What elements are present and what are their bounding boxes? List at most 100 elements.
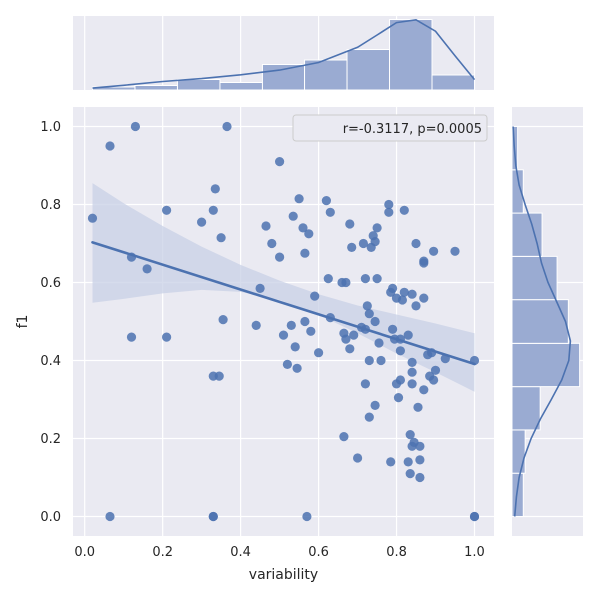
top-hist-bar — [304, 59, 348, 91]
scatter-point — [275, 252, 285, 262]
scatter-point — [376, 355, 386, 366]
main-plot-panel: 0.0 0.2 0.4 0.6 0.8 1.0 0.0 0.2 0.4 0.6 0.8 1.0 va… — [15, 107, 494, 583]
scatter-point — [397, 295, 407, 305]
scatter-point — [370, 237, 380, 247]
scatter-point — [415, 472, 425, 483]
scatter-point — [362, 301, 372, 311]
scatter-point — [278, 330, 289, 340]
scatter-point — [386, 457, 396, 467]
scatter-point — [349, 330, 359, 340]
x-tick-label: 0.2 — [152, 545, 173, 560]
scatter-point — [218, 315, 228, 325]
y-tick-label: 0.6 — [40, 276, 61, 291]
top-hist-bar — [219, 82, 263, 91]
scatter-point — [321, 196, 331, 206]
legend-box — [292, 114, 488, 142]
scatter-point — [222, 121, 232, 132]
scatter-point — [407, 357, 417, 367]
scatter-point — [323, 274, 333, 284]
scatter-point — [339, 432, 349, 442]
x-tick-label: 0.0 — [74, 545, 95, 560]
scatter-point — [370, 400, 380, 410]
x-tick-label: 0.4 — [230, 545, 251, 560]
scatter-point — [407, 379, 417, 389]
top-marginal-kde — [92, 18, 476, 89]
scatter-point — [267, 238, 277, 249]
scatter-point — [405, 469, 415, 479]
scatter-point — [430, 365, 441, 375]
top-hist-bar — [176, 79, 221, 91]
scatter-point — [395, 346, 405, 356]
right-hist-bar — [511, 212, 543, 257]
scatter-point — [214, 371, 224, 381]
regression-line — [91, 241, 476, 366]
right-hist-bar — [511, 472, 524, 517]
scatter-point — [415, 455, 425, 465]
scatter-point — [407, 289, 417, 299]
top-hist-bar — [431, 74, 476, 91]
scatter-point — [282, 359, 292, 369]
scatter-point — [372, 274, 382, 284]
scatter-point — [370, 316, 380, 327]
scatter-point — [275, 157, 285, 167]
scatter-point — [341, 277, 351, 288]
right-hist-bar — [511, 386, 541, 431]
right-marginal-panel — [511, 107, 583, 536]
scatter-point — [427, 348, 437, 358]
scatter-point — [358, 238, 368, 249]
legend-text: r=-0.3117, p=0.0005 — [343, 122, 482, 137]
scatter-point — [162, 332, 172, 342]
top-marginal-panel — [73, 16, 494, 91]
main-plot-background — [73, 107, 494, 536]
right-hist-bar — [511, 255, 558, 301]
scatter-point — [399, 287, 409, 297]
x-tick-labels: 0.0 0.2 0.4 0.6 0.8 1.0 — [74, 545, 485, 560]
scatter-point — [345, 344, 355, 354]
right-hist-bar — [511, 342, 581, 388]
scatter-point — [105, 141, 115, 151]
scatter-point — [440, 354, 450, 364]
right-marginal-kde — [512, 126, 572, 517]
scatter-point — [347, 242, 357, 252]
scatter-point — [384, 199, 394, 210]
scatter-point — [314, 348, 324, 358]
top-kde-curve — [92, 18, 476, 89]
y-tick-label: 0.2 — [40, 432, 61, 447]
scatter-point — [419, 293, 429, 303]
scatter-point — [374, 338, 384, 348]
right-hist-bar — [511, 429, 526, 474]
scatter-point — [405, 430, 415, 440]
regression-line-layer — [91, 241, 476, 366]
x-axis-label: variability — [249, 567, 318, 583]
scatter-point — [419, 256, 429, 266]
scatter-point — [286, 320, 296, 330]
scatter-point — [403, 457, 413, 467]
scatter-point — [360, 324, 370, 334]
scatter-point — [130, 121, 140, 132]
scatter-point — [294, 194, 304, 204]
scatter-point — [300, 248, 310, 258]
scatter-point — [345, 219, 355, 229]
x-tick-label: 0.8 — [386, 545, 407, 560]
scatter-point — [126, 332, 137, 342]
scatter-point — [298, 223, 308, 233]
scatter-point — [310, 291, 320, 301]
scatter-point — [364, 355, 374, 366]
scatter-point — [251, 320, 261, 330]
scatter-point — [469, 511, 480, 522]
scatter-point — [411, 301, 421, 311]
scatter-point — [304, 229, 314, 239]
scatter-point — [105, 511, 115, 522]
scatter-point — [395, 334, 405, 344]
x-tick-label: 0.6 — [308, 545, 329, 560]
scatter-point — [419, 385, 429, 395]
scatter-point — [413, 402, 423, 412]
scatter-point — [429, 375, 439, 385]
y-axis-label: f1 — [15, 315, 31, 329]
top-hist-bar — [261, 64, 306, 91]
scatter-point — [300, 316, 310, 327]
top-marginal-histogram — [91, 19, 476, 91]
scatter-point — [450, 246, 460, 256]
scatter-point — [411, 238, 421, 249]
